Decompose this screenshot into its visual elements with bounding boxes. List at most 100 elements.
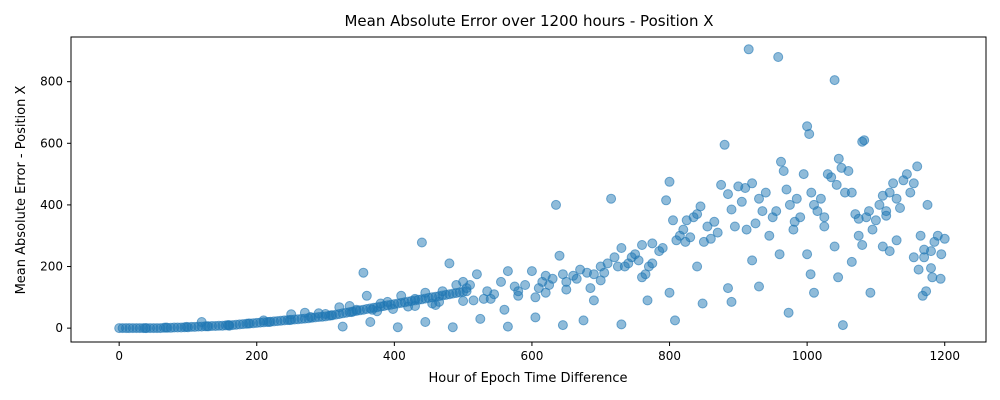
data-point [334, 302, 345, 313]
data-point [670, 315, 680, 326]
data-point [891, 235, 902, 246]
x-tick-label: 1000 [792, 349, 823, 363]
data-point [729, 221, 740, 232]
y-tick-label: 200 [40, 260, 63, 274]
data-point [804, 129, 815, 139]
data-point [829, 241, 840, 252]
data-point [140, 323, 151, 334]
data-point [468, 295, 479, 306]
y-tick-label: 600 [40, 136, 63, 150]
data-point [760, 187, 771, 198]
data-point [805, 269, 816, 280]
data-point [633, 255, 644, 266]
data-point [420, 317, 431, 327]
data-point [361, 290, 372, 301]
data-point [388, 304, 398, 314]
data-point [222, 320, 233, 331]
data-point [936, 249, 947, 260]
data-point [764, 230, 775, 241]
data-point [913, 264, 924, 275]
data-point [465, 280, 475, 290]
data-point [619, 261, 630, 272]
data-point [657, 243, 668, 253]
data-point [520, 280, 531, 290]
data-point [181, 321, 192, 332]
data-point [530, 312, 541, 323]
data-point [709, 216, 720, 227]
data-point [754, 281, 764, 292]
data-point [705, 233, 716, 244]
data-point [859, 135, 870, 146]
data-point [901, 169, 912, 180]
data-point [647, 258, 658, 269]
data-point [891, 193, 902, 204]
data-point [843, 166, 854, 176]
data-point [637, 240, 647, 250]
data-point [513, 290, 524, 301]
data-point [884, 187, 895, 198]
data-point [870, 215, 881, 226]
data-point [927, 272, 938, 283]
data-point [884, 246, 895, 257]
data-point [571, 273, 582, 284]
data-point [771, 206, 782, 217]
data-point [202, 321, 213, 332]
data-point [905, 187, 916, 198]
data-point [702, 221, 713, 232]
data-point [264, 317, 275, 327]
data-point [776, 156, 786, 167]
data-point [806, 187, 817, 198]
x-tick-label: 1200 [929, 349, 960, 363]
data-point [551, 199, 561, 210]
data-point [606, 193, 617, 204]
data-point [781, 184, 792, 195]
data-point [791, 193, 802, 204]
data-point [420, 287, 431, 298]
data-point [499, 304, 510, 315]
data-point [939, 233, 950, 244]
data-point [526, 266, 537, 277]
data-point [819, 212, 830, 223]
data-point [410, 301, 420, 311]
data-point [502, 321, 513, 332]
data-point [595, 275, 606, 286]
data-point [396, 290, 407, 301]
data-point [326, 310, 337, 321]
data-point [664, 287, 675, 298]
data-point [798, 169, 809, 180]
data-point [736, 196, 747, 207]
data-point [447, 322, 458, 333]
data-point [774, 249, 785, 260]
data-point [747, 178, 758, 189]
data-point [784, 199, 795, 210]
data-point [160, 322, 171, 333]
data-point [829, 75, 840, 86]
data-point [815, 193, 826, 204]
data-point [874, 199, 885, 210]
data-point [616, 319, 627, 330]
data-point [502, 266, 513, 277]
data-point [716, 179, 727, 190]
data-point [865, 287, 876, 298]
data-point [723, 283, 733, 294]
data-point [382, 296, 393, 307]
data-point [846, 256, 857, 267]
x-tick-label: 200 [245, 349, 268, 363]
data-point [346, 307, 357, 318]
data-point [857, 240, 868, 250]
data-point [664, 176, 675, 187]
data-point [726, 204, 737, 215]
data-point [846, 187, 857, 198]
data-point [530, 292, 541, 303]
data-point [585, 283, 596, 294]
data-point [561, 284, 572, 295]
data-point [475, 313, 486, 324]
data-point [616, 243, 627, 253]
y-tick-label: 800 [40, 75, 63, 89]
data-point [853, 213, 864, 224]
data-point [337, 321, 348, 332]
data-point [540, 287, 551, 298]
data-point [642, 295, 653, 306]
data-point [305, 312, 316, 322]
x-tick-label: 400 [383, 349, 406, 363]
